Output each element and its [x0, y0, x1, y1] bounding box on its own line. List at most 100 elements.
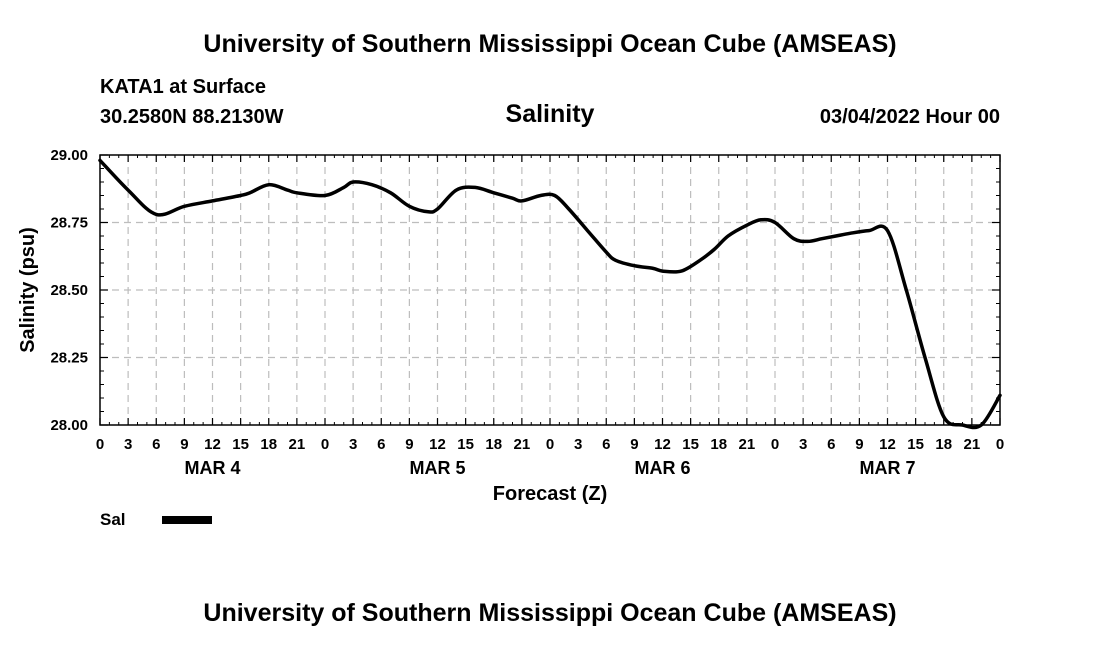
- x-axis-title: Forecast (Z): [493, 483, 607, 505]
- data-point: [183, 205, 186, 208]
- grid-lines: [100, 155, 1000, 425]
- x-tick-label: 9: [855, 436, 863, 453]
- x-tick-labels: 0 3 6 9 12 15 18 21 0 3 6 9 12 15 18 21 0 3 6 9 12 15 18 21 0 3 6 9…: [96, 436, 1004, 453]
- data-point: [760, 219, 762, 221]
- y-tick-label: 28.25: [50, 350, 88, 367]
- x-tick-label: 21: [739, 436, 756, 453]
- data-point: [427, 210, 429, 213]
- data-point: [455, 189, 458, 191]
- x-tick-label: 15: [232, 436, 249, 453]
- y-tick-labels: 29.00 28.75 28.50 28.25 28.00: [50, 147, 88, 434]
- data-point: [389, 192, 392, 194]
- series-line-sal: [98, 158, 1002, 430]
- data-point: [746, 224, 748, 226]
- data-point: [886, 229, 889, 232]
- data-point: [774, 221, 776, 224]
- y-tick-label: 28.75: [50, 215, 88, 232]
- x-tick-label: 15: [907, 436, 924, 453]
- data-point: [408, 205, 411, 208]
- data-point: [961, 424, 964, 426]
- x-tick-label: 3: [799, 436, 807, 453]
- x-tick-label: 9: [405, 436, 413, 453]
- data-point: [521, 200, 523, 202]
- data-point: [807, 240, 809, 243]
- data-point: [586, 229, 589, 232]
- y-axis-title: Salinity (psu): [17, 227, 39, 353]
- x-tick-label: 21: [964, 436, 981, 453]
- top-title: University of Southern Mississippi Ocean…: [203, 30, 897, 58]
- x-tick-label: 0: [321, 436, 329, 453]
- data-point: [727, 235, 729, 237]
- data-point: [342, 186, 345, 189]
- data-point: [614, 259, 617, 262]
- day-label: MAR 4: [184, 458, 240, 478]
- data-point: [835, 235, 837, 237]
- data-point: [211, 200, 214, 202]
- data-point: [605, 251, 608, 253]
- data-point: [652, 267, 654, 270]
- legend-label: Sal: [100, 510, 126, 529]
- bottom-title: University of Southern Mississippi Ocean…: [203, 599, 897, 627]
- data-point: [792, 237, 795, 240]
- data-point: [924, 356, 926, 359]
- data-point: [539, 194, 542, 197]
- x-tick-label: 0: [96, 436, 104, 453]
- data-point: [999, 394, 1001, 397]
- x-tick-label: 6: [152, 436, 160, 453]
- x-tick-label: 15: [457, 436, 474, 453]
- data-point: [99, 159, 101, 162]
- day-labels: MAR 4 MAR 5 MAR 6 MAR 7: [184, 458, 915, 478]
- x-tick-label: 18: [710, 436, 727, 453]
- data-point: [849, 232, 851, 235]
- station-coordinates: 30.2580N 88.2130W: [100, 106, 284, 128]
- data-point: [680, 270, 683, 272]
- x-tick-label: 12: [204, 436, 221, 453]
- data-point: [267, 183, 270, 186]
- x-tick-label: 15: [682, 436, 699, 453]
- x-tick-label: 0: [771, 436, 779, 453]
- forecast-datetime: 03/04/2022 Hour 00: [819, 106, 1000, 128]
- x-tick-label: 3: [574, 436, 582, 453]
- data-point: [511, 197, 514, 199]
- data-point: [980, 424, 983, 426]
- x-tick-label: 3: [124, 436, 132, 453]
- x-tick-label: 9: [180, 436, 188, 453]
- data-point: [155, 213, 158, 216]
- y-tick-label: 28.50: [50, 282, 88, 299]
- x-tick-label: 6: [377, 436, 385, 453]
- data-point: [436, 208, 439, 210]
- data-point: [286, 189, 289, 191]
- x-tick-label: 21: [514, 436, 531, 453]
- plot-frame: [99, 154, 1001, 426]
- data-point: [553, 194, 556, 197]
- data-point: [942, 416, 945, 418]
- x-tick-label: 6: [602, 436, 610, 453]
- day-label: MAR 5: [409, 458, 465, 478]
- data-point: [567, 208, 570, 210]
- x-tick-label: 18: [935, 436, 952, 453]
- x-tick-label: 0: [996, 436, 1004, 453]
- x-tick-label: 3: [349, 436, 357, 453]
- x-tick-label: 12: [879, 436, 896, 453]
- series-lines: [98, 158, 1002, 430]
- data-point: [713, 248, 715, 251]
- data-point: [239, 194, 242, 197]
- y-tick-label: 29.00: [50, 147, 88, 164]
- data-point: [249, 192, 251, 194]
- data-point: [324, 194, 326, 197]
- x-tick-label: 0: [546, 436, 554, 453]
- data-point: [633, 264, 636, 267]
- day-label: MAR 6: [634, 458, 690, 478]
- data-point: [474, 186, 476, 189]
- data-point: [127, 189, 129, 191]
- data-point: [699, 259, 701, 262]
- data-point: [492, 192, 495, 194]
- data-point: [821, 237, 823, 240]
- data-point: [296, 192, 298, 194]
- data-point: [371, 183, 373, 186]
- x-tick-label: 12: [429, 436, 446, 453]
- data-point: [352, 181, 354, 183]
- data-point: [867, 229, 870, 232]
- x-tick-label: 12: [654, 436, 671, 453]
